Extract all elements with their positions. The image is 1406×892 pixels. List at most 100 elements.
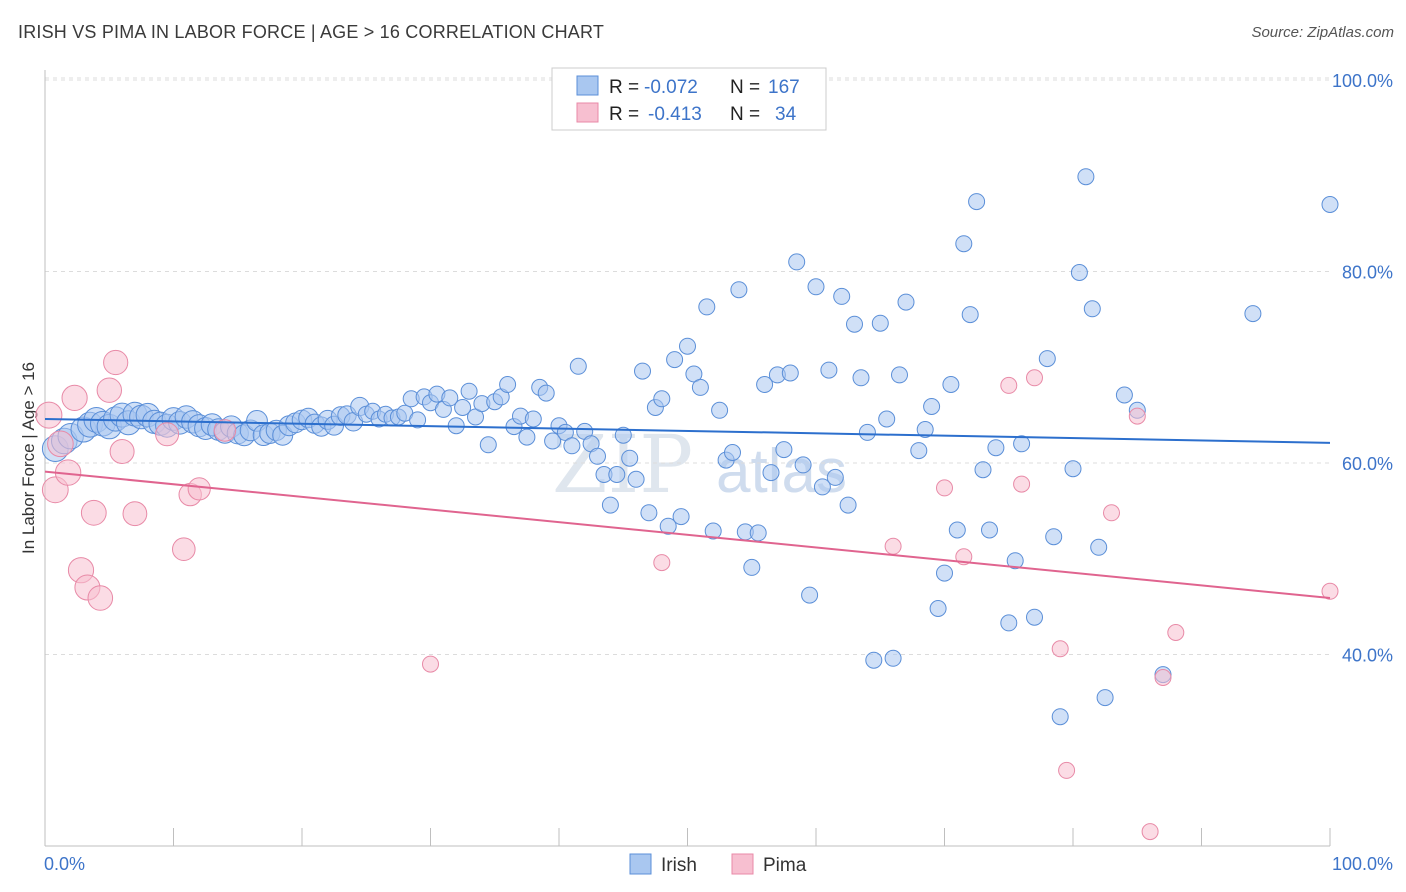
irish-point (679, 337, 696, 355)
irish-point (640, 504, 658, 522)
source-label: Source: ZipAtlas.com (1251, 24, 1394, 41)
irish-point (569, 357, 587, 375)
x-tick-label-min: 0.0% (44, 854, 85, 874)
irish-point (948, 521, 966, 539)
irish-point (1064, 460, 1082, 478)
bottom-legend-label-irish: Irish (661, 855, 697, 876)
irish-point (499, 376, 517, 393)
pima-point (1051, 640, 1069, 658)
pima-point (1026, 369, 1043, 387)
legend-r-value-pima: -0.413 (648, 104, 702, 125)
irish-point (749, 524, 767, 542)
pima-point (1103, 504, 1120, 522)
trend-line-irish (44, 417, 1331, 444)
irish-point (666, 351, 684, 369)
irish-point (608, 466, 626, 483)
bottom-legend-label-pima: Pima (763, 855, 807, 876)
pima-point (47, 430, 74, 458)
pima-point (1058, 761, 1076, 779)
bottom-legend-swatch-pima (731, 853, 754, 875)
legend-n-label-irish: N = (730, 77, 760, 98)
pima-point (1167, 624, 1185, 641)
irish-point (981, 521, 998, 539)
irish-point (589, 447, 606, 465)
pima-point (35, 401, 63, 429)
series-pima-points (35, 349, 1339, 841)
pima-point (87, 585, 114, 611)
legend-n-value-pima: 34 (775, 104, 797, 125)
legend-swatch-pima (576, 102, 599, 123)
irish-point (1006, 552, 1024, 570)
pima-point (187, 477, 211, 501)
irish-point (916, 421, 934, 438)
legend-bottom: Irish Pima (629, 853, 807, 876)
irish-point (544, 432, 562, 450)
pima-point (155, 422, 180, 447)
irish-point (1083, 300, 1101, 318)
irish-point (974, 461, 992, 479)
pima-point (1321, 582, 1339, 600)
irish-point (730, 281, 748, 299)
irish-point (807, 278, 825, 296)
irish-point (961, 306, 979, 324)
irish-point (704, 522, 722, 540)
irish-point (460, 382, 478, 400)
y-tick-label: 80.0% (1342, 263, 1393, 283)
pima-point (1141, 823, 1159, 841)
irish-point (846, 315, 863, 333)
y-tick-label: 100.0% (1332, 71, 1393, 91)
pima-point (96, 377, 123, 403)
irish-point (614, 426, 632, 444)
legend-r-value-irish: -0.072 (644, 77, 698, 98)
irish-point (923, 398, 941, 415)
irish-point (884, 649, 902, 667)
irish-point (858, 423, 876, 441)
irish-point (1038, 350, 1056, 368)
irish-point (1026, 608, 1043, 626)
irish-point (563, 437, 581, 455)
legend-top: R = -0.072 N = 167 R = -0.413 N = 34 (551, 67, 827, 131)
irish-point (621, 449, 639, 467)
irish-point (524, 410, 542, 428)
x-tick-label-max: 100.0% (1332, 854, 1393, 874)
irish-point (987, 439, 1005, 457)
irish-point (1000, 614, 1018, 632)
pima-point (80, 499, 107, 526)
irish-point (1244, 305, 1262, 323)
irish-point (537, 384, 555, 402)
irish-point (942, 376, 960, 393)
pima-point (884, 537, 902, 555)
irish-point (1096, 689, 1114, 707)
irish-point (871, 314, 889, 332)
y-axis-label: In Labor Force | Age > 16 (19, 362, 38, 554)
irish-point (955, 235, 973, 253)
irish-point (1013, 435, 1031, 453)
irish-point (1077, 168, 1095, 186)
pima-point (653, 554, 671, 572)
y-tick-label: 40.0% (1342, 646, 1393, 666)
irish-point (653, 390, 671, 408)
legend-r-label-irish: R = (609, 77, 639, 98)
legend-n-label-pima: N = (730, 104, 760, 125)
irish-point (878, 410, 896, 428)
irish-point (788, 253, 806, 271)
irish-point (910, 442, 928, 460)
irish-point (454, 399, 472, 416)
irish-point (756, 376, 774, 393)
irish-point (801, 586, 819, 604)
irish-point (852, 369, 870, 387)
irish-point (897, 293, 915, 311)
irish-point (1051, 708, 1069, 726)
bottom-legend-swatch-irish (629, 853, 652, 875)
irish-point (691, 378, 709, 396)
legend-r-label-pima: R = (609, 104, 639, 125)
irish-point (968, 193, 986, 211)
y-tick-labels: 40.0% 60.0% 80.0% 100.0% (1332, 71, 1393, 666)
irish-point (936, 564, 953, 582)
irish-point (891, 366, 908, 384)
irish-point (794, 456, 812, 474)
irish-point (775, 441, 793, 459)
irish-point (833, 287, 851, 305)
irish-point (1045, 528, 1063, 546)
